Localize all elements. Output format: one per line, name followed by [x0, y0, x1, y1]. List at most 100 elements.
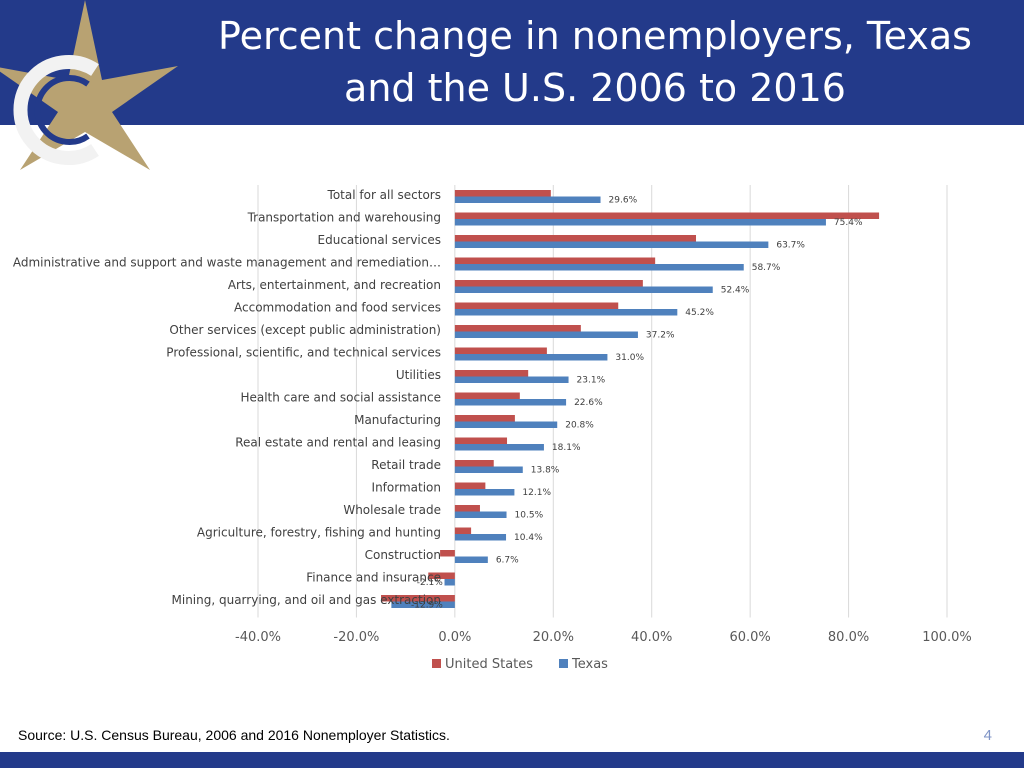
texas-bar — [454, 286, 713, 293]
us-bar — [454, 437, 508, 444]
texas-data-label: 22.6% — [574, 398, 603, 408]
texas-data-label: 31.0% — [615, 353, 644, 363]
us-bar — [454, 190, 551, 197]
us-bar — [454, 392, 520, 399]
legend-swatch-texas — [559, 659, 568, 668]
category-label: Administrative and support and waste man… — [13, 256, 441, 270]
category-label: Information — [372, 481, 441, 495]
category-label: Retail trade — [371, 458, 441, 472]
texas-bar — [444, 579, 455, 586]
texas-bar — [454, 466, 523, 473]
us-bar — [454, 460, 494, 467]
texas-bar — [454, 376, 569, 383]
us-bar — [454, 415, 515, 422]
x-tick-label: -20.0% — [333, 630, 379, 645]
category-label: Health care and social assistance — [240, 391, 441, 405]
texas-data-label: 37.2% — [646, 331, 675, 341]
x-tick-label: 60.0% — [729, 630, 770, 645]
x-tick-label: 80.0% — [828, 630, 869, 645]
texas-data-label: 52.4% — [721, 286, 750, 296]
category-label: Mining, quarrying, and oil and gas extra… — [172, 593, 442, 607]
texas-data-label: 10.5% — [515, 511, 544, 521]
us-bar — [440, 550, 455, 557]
legend-swatch-us — [432, 659, 441, 668]
texas-bar — [454, 196, 601, 203]
texas-data-label: -12.9% — [411, 601, 443, 611]
texas-data-label: 45.2% — [685, 308, 714, 318]
page-number: 4 — [983, 727, 992, 744]
chart-category-labels: Total for all sectors Transportation and … — [13, 188, 441, 607]
us-bar — [454, 280, 643, 287]
us-bar — [428, 572, 455, 579]
category-label: Wholesale trade — [343, 503, 441, 517]
texas-data-label: 23.1% — [577, 376, 606, 386]
texas-bar — [391, 601, 455, 608]
texas-data-label: 13.8% — [531, 466, 560, 476]
texas-data-label: -2.1% — [417, 578, 444, 588]
us-bar — [454, 482, 486, 489]
us-bar — [454, 527, 472, 534]
us-bar — [454, 325, 581, 332]
chart-legend: United States Texas — [432, 657, 608, 672]
star-logo-icon — [0, 0, 178, 170]
logo-ring-inner-shape — [34, 75, 90, 145]
category-label: Transportation and warehousing — [247, 211, 441, 225]
category-label: Educational services — [318, 233, 441, 247]
texas-data-label: 75.4% — [834, 218, 863, 228]
texas-bar — [454, 264, 744, 271]
source-note: Source: U.S. Census Bureau, 2006 and 201… — [18, 727, 450, 743]
category-label: Manufacturing — [354, 413, 441, 427]
bar-chart: Total for all sectors Transportation and … — [13, 185, 972, 672]
category-label: Total for all sectors — [327, 188, 441, 202]
texas-bar — [454, 556, 488, 563]
us-bar — [454, 347, 547, 354]
category-label: Accommodation and food services — [234, 301, 441, 315]
x-tick-label: 40.0% — [631, 630, 672, 645]
texas-bar — [454, 331, 638, 338]
us-bar — [454, 370, 529, 377]
legend-label-us: United States — [445, 657, 533, 672]
category-label: Construction — [365, 548, 441, 562]
category-label: Agriculture, forestry, fishing and hunti… — [197, 526, 441, 540]
texas-bar — [454, 489, 515, 496]
texas-data-label: 29.6% — [609, 196, 638, 206]
legend-label-texas: Texas — [571, 657, 608, 672]
texas-bar — [454, 444, 544, 451]
texas-data-label: 58.7% — [752, 263, 781, 273]
category-label: Other services (except public administra… — [169, 323, 441, 337]
texas-bar — [454, 354, 608, 361]
header-bar — [0, 0, 1024, 125]
texas-data-label: 6.7% — [496, 556, 519, 566]
texas-bar — [454, 241, 769, 248]
x-tick-label: 100.0% — [922, 630, 972, 645]
logo-star-shape — [0, 0, 178, 170]
texas-data-label: 18.1% — [552, 443, 581, 453]
us-bar — [381, 595, 455, 602]
category-label: Finance and insurance — [306, 571, 441, 585]
us-bar — [454, 257, 656, 264]
us-bar — [454, 212, 880, 219]
category-label: Real estate and rental and leasing — [235, 436, 441, 450]
texas-data-label: 63.7% — [776, 241, 805, 251]
category-label: Professional, scientific, and technical … — [166, 346, 441, 360]
category-label: Utilities — [396, 368, 441, 382]
texas-bar — [454, 309, 678, 316]
chart-x-tick-labels: -40.0% -20.0% 0.0% 20.0% 40.0% 60.0% 80.0% 100.… — [235, 630, 972, 645]
us-bar — [454, 505, 480, 512]
slide-title: Percent change in nonemployers, Texas an… — [218, 14, 972, 110]
footer-bar — [0, 752, 1024, 768]
us-bar — [454, 235, 697, 242]
chart-bars — [381, 190, 880, 608]
chart-gridlines — [257, 185, 948, 618]
texas-data-label: 10.4% — [514, 533, 543, 543]
texas-data-label: 20.8% — [565, 421, 594, 431]
texas-bar — [454, 421, 558, 428]
logo-ring-shape — [13, 55, 99, 165]
x-tick-label: 0.0% — [438, 630, 471, 645]
us-bar — [454, 302, 619, 309]
category-label: Arts, entertainment, and recreation — [228, 278, 441, 292]
x-tick-label: 20.0% — [533, 630, 574, 645]
texas-bar — [454, 534, 507, 541]
texas-bar — [454, 399, 567, 406]
texas-data-label: 12.1% — [522, 488, 551, 498]
